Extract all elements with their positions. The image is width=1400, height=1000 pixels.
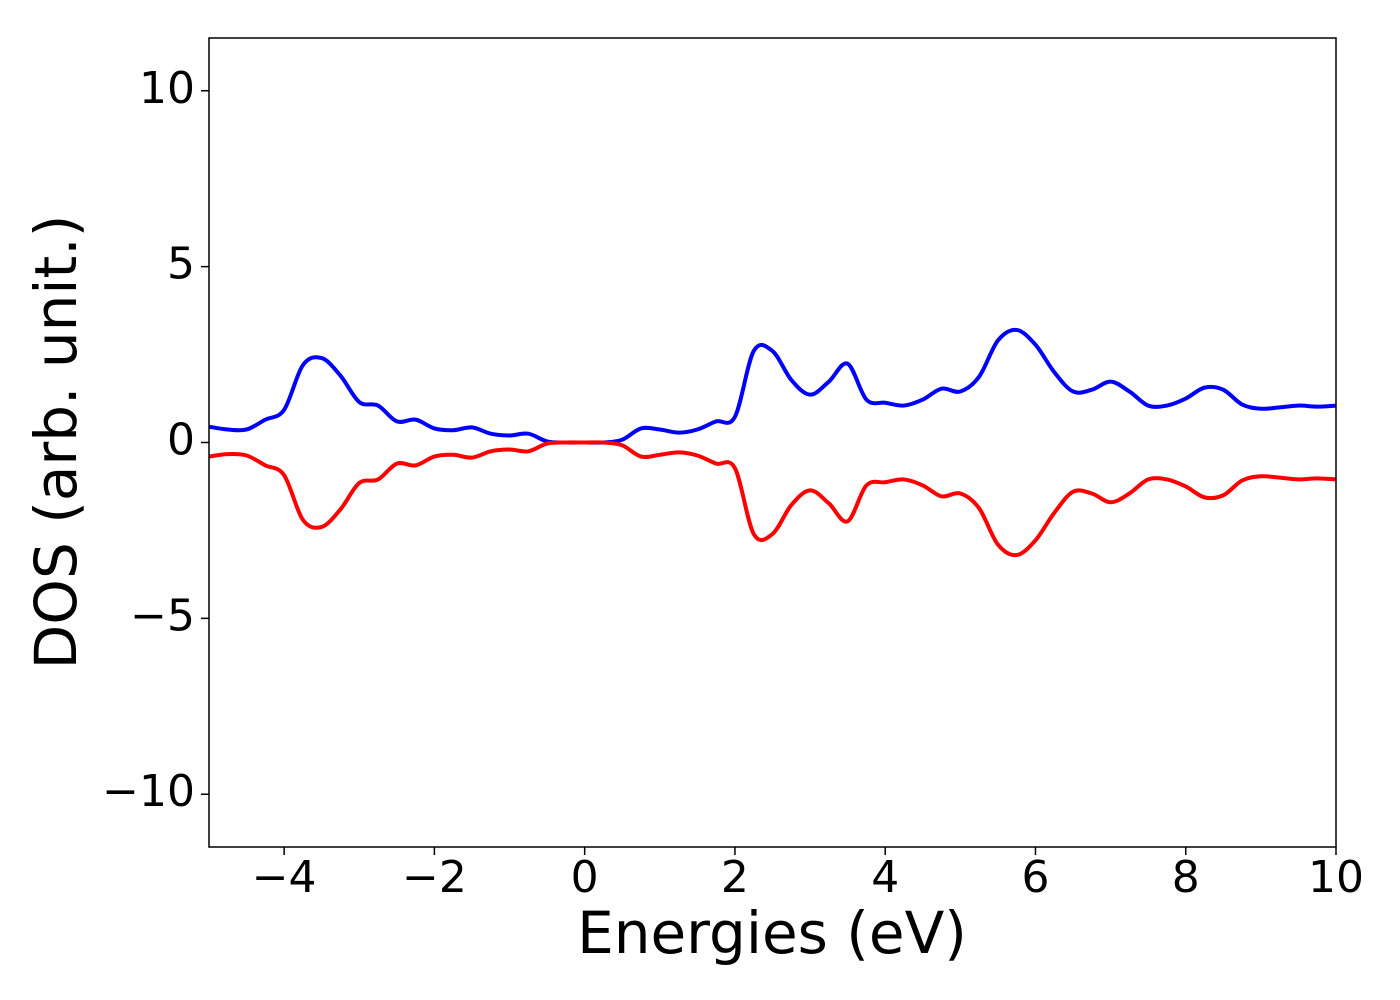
- plot-frame: [208, 37, 1337, 848]
- y-tick-label: −10: [102, 766, 195, 817]
- series-line: [209, 327, 1336, 445]
- y-tick-label: 10: [139, 63, 195, 114]
- series-line: [209, 440, 1336, 558]
- y-tick-label: 0: [167, 415, 195, 466]
- x-tick-label: 2: [721, 852, 749, 903]
- y-axis-label: DOS (arb. unit.): [22, 215, 90, 670]
- x-tick-label: 0: [571, 852, 599, 903]
- x-tick-label: 6: [1021, 852, 1049, 903]
- x-tick-label: −4: [252, 852, 317, 903]
- x-axis-label: Energies (eV): [577, 899, 967, 967]
- x-tick-label: 4: [871, 852, 899, 903]
- x-tick-label: 10: [1308, 852, 1364, 903]
- x-tick-label: −2: [402, 852, 467, 903]
- y-tick-label: 5: [167, 239, 195, 290]
- y-tick-label: −5: [130, 590, 195, 641]
- x-tick-label: 8: [1172, 852, 1200, 903]
